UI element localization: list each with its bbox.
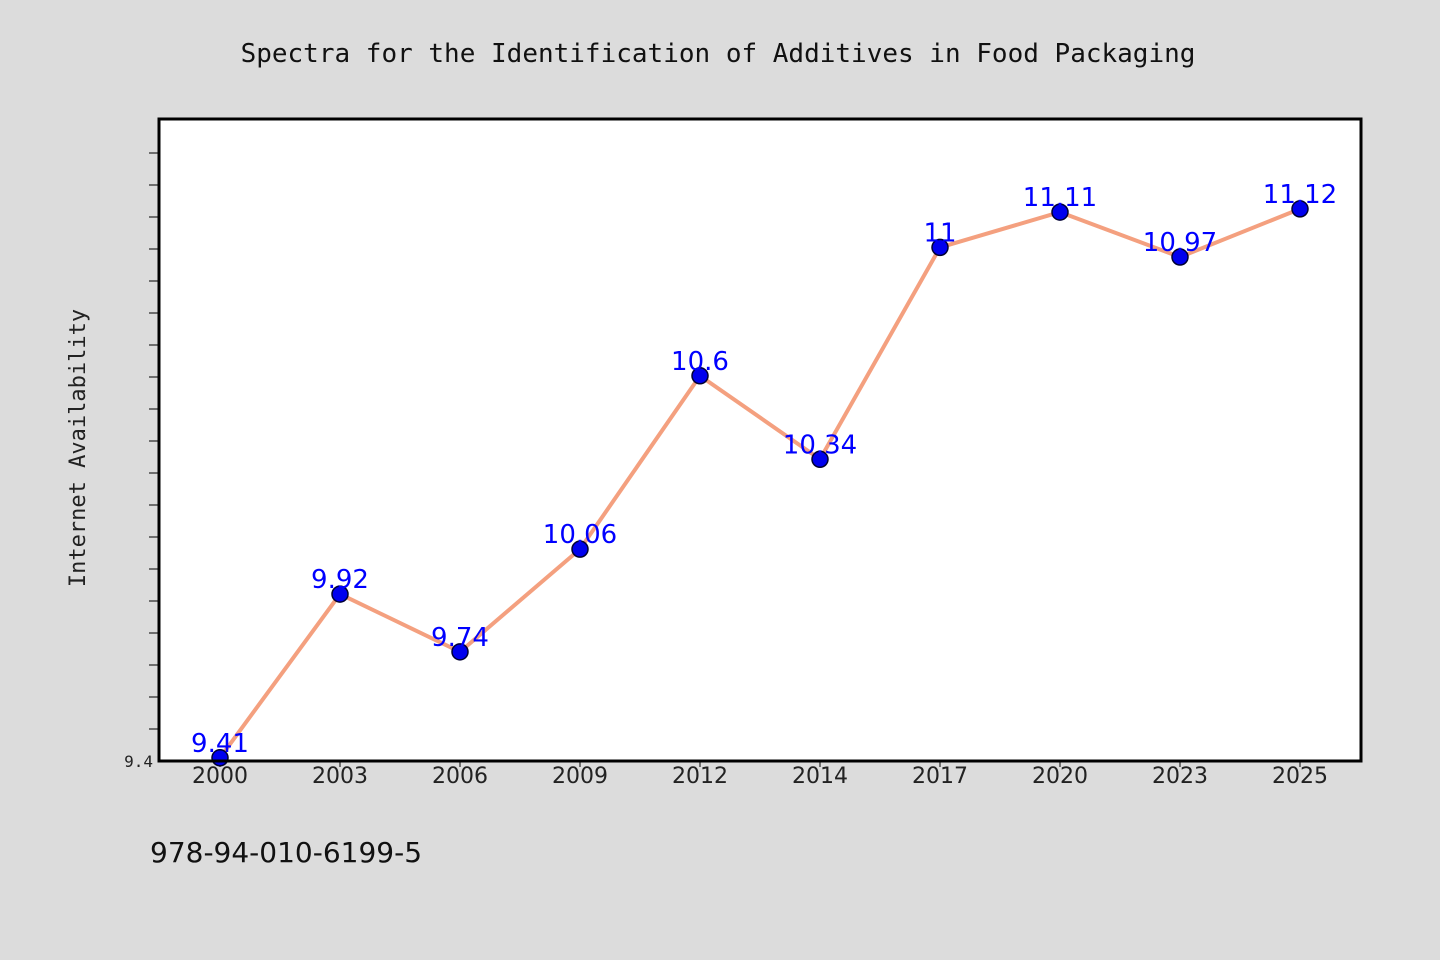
y-axis-label: Internet Availability [66, 309, 91, 587]
data-label: 9.74 [431, 623, 489, 653]
y-axis: 9.4 [124, 752, 153, 771]
data-point [811, 450, 829, 469]
x-axis: 2000 2003 2006 2009 2012 2014 2017 2020 2023 2025 [192, 761, 1328, 789]
series-markers-group [211, 200, 1309, 767]
x-tick-label: 2006 [432, 764, 488, 789]
data-point [691, 367, 709, 385]
x-tick-label: 2025 [1272, 764, 1328, 789]
x-tick-label: 2020 [1032, 764, 1088, 789]
data-point [571, 540, 589, 558]
data-label: 11.11 [1023, 183, 1097, 213]
y-tick-label: 9.4 [124, 752, 153, 771]
data-point [331, 585, 349, 603]
data-label: 10.06 [543, 520, 617, 550]
chart-title: Spectra for the Identification of Additi… [241, 39, 1196, 69]
data-point [931, 238, 949, 257]
x-tick-label: 2014 [792, 764, 848, 789]
data-label: 11.12 [1263, 180, 1337, 210]
x-tick-label: 2003 [312, 764, 368, 789]
x-tick-label: 2009 [552, 764, 608, 789]
data-label: 9.41 [191, 729, 249, 759]
data-point [1171, 248, 1189, 266]
data-point [1051, 203, 1069, 221]
isbn-footer: 978-94-010-6199-5 [150, 836, 422, 869]
x-tick-label: 2023 [1152, 764, 1208, 789]
series-line [218, 206, 1302, 760]
data-point [451, 643, 469, 661]
x-tick-label: 2012 [672, 764, 728, 789]
plot-area [159, 119, 1361, 761]
data-label: 10.34 [783, 430, 857, 460]
data-label: 10.6 [671, 347, 729, 377]
data-label: 9.92 [311, 565, 369, 595]
x-tick-label: 2000 [192, 764, 248, 789]
plot-frame [157, 117, 1363, 763]
data-labels-group: 9.41 9.92 9.74 10.06 10.6 10.34 11 11.11 10.97 11… [191, 180, 1337, 759]
x-tick-label: 2017 [912, 764, 968, 789]
data-label: 10.97 [1143, 228, 1217, 258]
data-label: 11 [923, 218, 956, 248]
data-point [1291, 200, 1309, 218]
series-line-group [218, 206, 1302, 760]
y-axis-ticks [149, 152, 159, 730]
